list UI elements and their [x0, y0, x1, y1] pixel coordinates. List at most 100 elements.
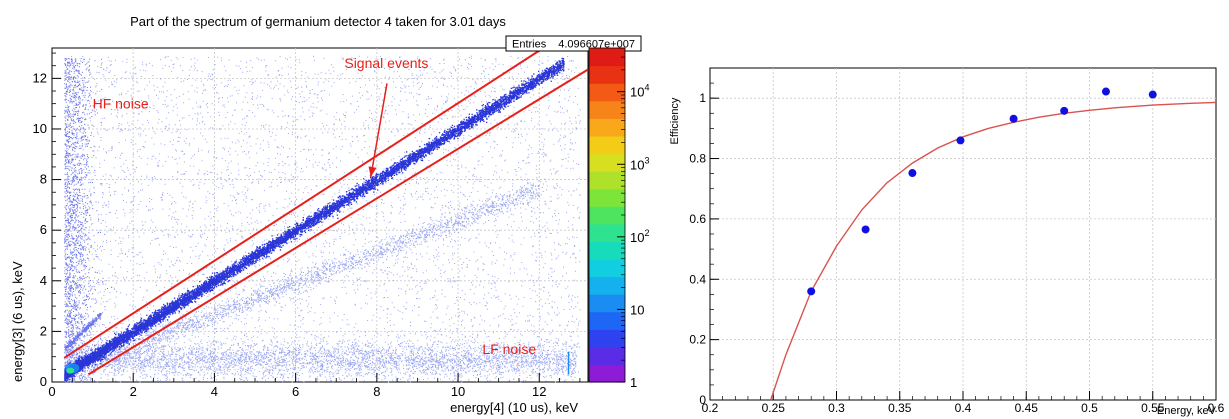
colorbar-tick-label: 103	[630, 155, 649, 172]
histogram-y-label: energy[3] (6 us), keV	[10, 261, 25, 382]
efficiency-points	[807, 87, 1157, 296]
colorbar-segment	[589, 223, 625, 242]
colorbar-tick-label: 104	[630, 83, 649, 100]
annotation-label: LF noise	[482, 341, 536, 357]
efficiency-x-tick-label: 0.25	[762, 401, 786, 415]
colorbar-segment	[589, 188, 625, 207]
colorbar-segment	[589, 311, 625, 330]
histogram-y-tick-label: 6	[40, 222, 47, 237]
annotation-arrow-shaft	[370, 83, 388, 178]
colorbar-segment	[589, 276, 625, 295]
efficiency-x-label: Energy, keV	[1157, 405, 1217, 417]
histogram-events	[64, 55, 581, 383]
cut-line	[88, 68, 589, 376]
efficiency-fit-curve	[770, 101, 1217, 401]
efficiency-x-tick-label: 0.35	[888, 401, 912, 415]
histogram-y-tick-label: 2	[40, 323, 47, 338]
histogram-x-tick-label: 12	[532, 384, 546, 399]
histogram-title: Part of the spectrum of germanium detect…	[130, 14, 506, 29]
colorbar-tick-exponent: 3	[644, 155, 649, 165]
colorbar-tick-base: 1	[630, 375, 637, 390]
efficiency-grid	[710, 68, 1216, 400]
cut-line	[63, 47, 544, 359]
histogram-y-tick-label: 4	[40, 273, 47, 288]
colorbar-tick-exponent: 2	[644, 228, 649, 238]
entries-stats-box: Entries 4.096607e+007	[505, 35, 642, 52]
efficiency-y-tick-label: 0	[699, 393, 706, 407]
colorbar-segment	[589, 100, 625, 119]
efficiency-x-tick-label: 0.2	[702, 401, 719, 415]
efficiency-data-point	[1148, 90, 1157, 99]
histogram-x-tick-label: 8	[373, 384, 380, 399]
colorbar-segment	[589, 83, 625, 102]
colorbar-segment	[589, 118, 625, 137]
origin-hotspot-core	[66, 367, 75, 374]
histogram-x-label: energy[4] (10 us), keV	[450, 400, 578, 415]
signal-cut-lines	[63, 47, 589, 376]
colorbar-segment	[589, 153, 625, 172]
histogram-x-tick-label: 0	[48, 384, 55, 399]
efficiency-x-tick-label: 0.45	[1015, 401, 1039, 415]
colorbar-segment	[589, 65, 625, 84]
histogram-y-tick-label: 12	[33, 70, 47, 85]
colorbar-tick-exponent: 4	[644, 83, 649, 93]
annotation-arrow-head	[368, 166, 377, 178]
colorbar-tick-label: 1	[630, 375, 637, 390]
noise-events	[64, 58, 119, 383]
histogram-x-tick-label: 6	[292, 384, 299, 399]
efficiency-x-tick-label: 0.4	[955, 401, 972, 415]
colorbar-segment	[589, 346, 625, 366]
efficiency-data-point	[807, 287, 816, 296]
efficiency-ticks: 0.2 0.25 0.3 0.35 0.4 0.45 0.5 0.55 0.600.20.40.…	[689, 82, 1225, 415]
colorbar-tick-base: 10	[630, 230, 644, 245]
background-events	[64, 55, 581, 383]
efficiency-data-point	[1009, 114, 1018, 123]
colorbar-tick-base: 10	[630, 302, 644, 317]
efficiency-panel: 0.2 0.25 0.3 0.35 0.4 0.45 0.5 0.55 0.600.20.40.…	[669, 67, 1225, 417]
histogram-x-tick-label: 2	[130, 384, 137, 399]
histogram-x-tick-label: 4	[211, 384, 218, 399]
efficiency-x-tick-label: 0.5	[1081, 401, 1098, 415]
fit-curve-line	[770, 101, 1217, 401]
efficiency-data-point	[861, 225, 870, 234]
efficiency-y-tick-label: 0.2	[689, 333, 706, 347]
efficiency-x-tick-label: 0.55	[1141, 401, 1165, 415]
histogram-y-tick-label: 0	[40, 374, 47, 389]
colorbar-tick-label: 102	[630, 228, 649, 245]
entries-value: 4.096607e+007	[558, 39, 635, 51]
colorbar-tick-label: 10	[630, 302, 644, 317]
histogram-annotations: Signal events HF noise LF noise	[93, 55, 537, 357]
colorbar-segment	[589, 364, 625, 383]
annotation-label: HF noise	[93, 96, 149, 112]
colorbar-segment	[589, 48, 625, 67]
colorbar-segment	[589, 258, 625, 278]
histogram-x-tick-label: 10	[451, 384, 465, 399]
efficiency-y-label: Efficiency	[669, 97, 681, 144]
colorbar-tick-base: 10	[630, 85, 644, 100]
efficiency-data-point	[1101, 87, 1110, 96]
histogram-ticks: 0 2 4 6 8 10 12 0 2 4 6 8 10 12	[33, 52, 581, 399]
efficiency-data-point	[908, 169, 917, 178]
colorbar-segment	[589, 206, 625, 225]
colorbar-segment	[589, 294, 625, 313]
colorbar-tick-base: 10	[630, 157, 644, 172]
efficiency-data-point	[1060, 106, 1069, 115]
signal-band-events	[64, 57, 565, 383]
colorbar-segment	[589, 241, 625, 260]
efficiency-y-tick-label: 1	[699, 91, 706, 105]
efficiency-x-tick-label: 0.6	[1208, 401, 1225, 415]
histogram-y-tick-label: 8	[40, 172, 47, 187]
efficiency-data-point	[956, 136, 965, 145]
entries-label: Entries	[512, 39, 547, 51]
efficiency-y-tick-label: 0.6	[689, 212, 706, 226]
colorbar-segment	[589, 329, 625, 348]
histogram-y-tick-label: 10	[33, 121, 47, 136]
colorbar-segment	[589, 171, 625, 190]
efficiency-y-tick-label: 0.8	[689, 152, 706, 166]
efficiency-x-tick-label: 0.3	[828, 401, 845, 415]
colorbar-segment	[589, 135, 625, 155]
annotation-label: Signal events	[344, 55, 428, 71]
